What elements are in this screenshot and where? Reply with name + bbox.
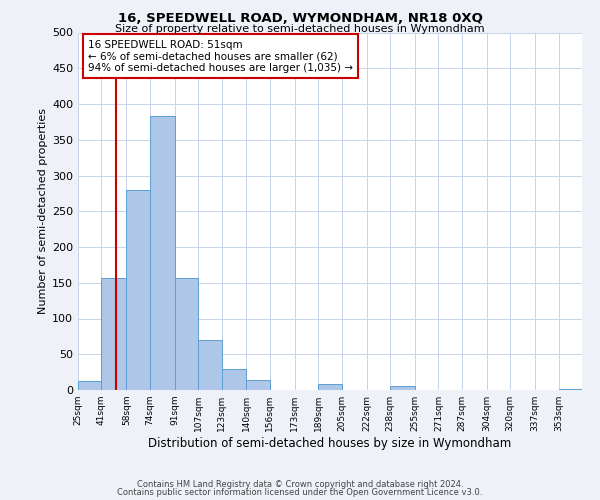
Bar — [221, 368, 247, 390]
Text: 16, SPEEDWELL ROAD, WYMONDHAM, NR18 0XQ: 16, SPEEDWELL ROAD, WYMONDHAM, NR18 0XQ — [118, 12, 482, 26]
Bar — [559, 388, 582, 390]
Bar — [390, 386, 415, 390]
Bar — [247, 380, 270, 390]
Text: Contains public sector information licensed under the Open Government Licence v3: Contains public sector information licen… — [118, 488, 482, 497]
Y-axis label: Number of semi-detached properties: Number of semi-detached properties — [38, 108, 48, 314]
Bar — [318, 384, 342, 390]
Bar — [78, 382, 101, 390]
X-axis label: Distribution of semi-detached houses by size in Wymondham: Distribution of semi-detached houses by … — [148, 437, 512, 450]
Bar — [101, 278, 127, 390]
Bar — [175, 278, 198, 390]
Text: Contains HM Land Registry data © Crown copyright and database right 2024.: Contains HM Land Registry data © Crown c… — [137, 480, 463, 489]
Text: Size of property relative to semi-detached houses in Wymondham: Size of property relative to semi-detach… — [115, 24, 485, 34]
Text: 16 SPEEDWELL ROAD: 51sqm
← 6% of semi-detached houses are smaller (62)
94% of se: 16 SPEEDWELL ROAD: 51sqm ← 6% of semi-de… — [88, 40, 353, 73]
Bar — [127, 190, 150, 390]
Bar — [198, 340, 221, 390]
Bar — [150, 116, 175, 390]
